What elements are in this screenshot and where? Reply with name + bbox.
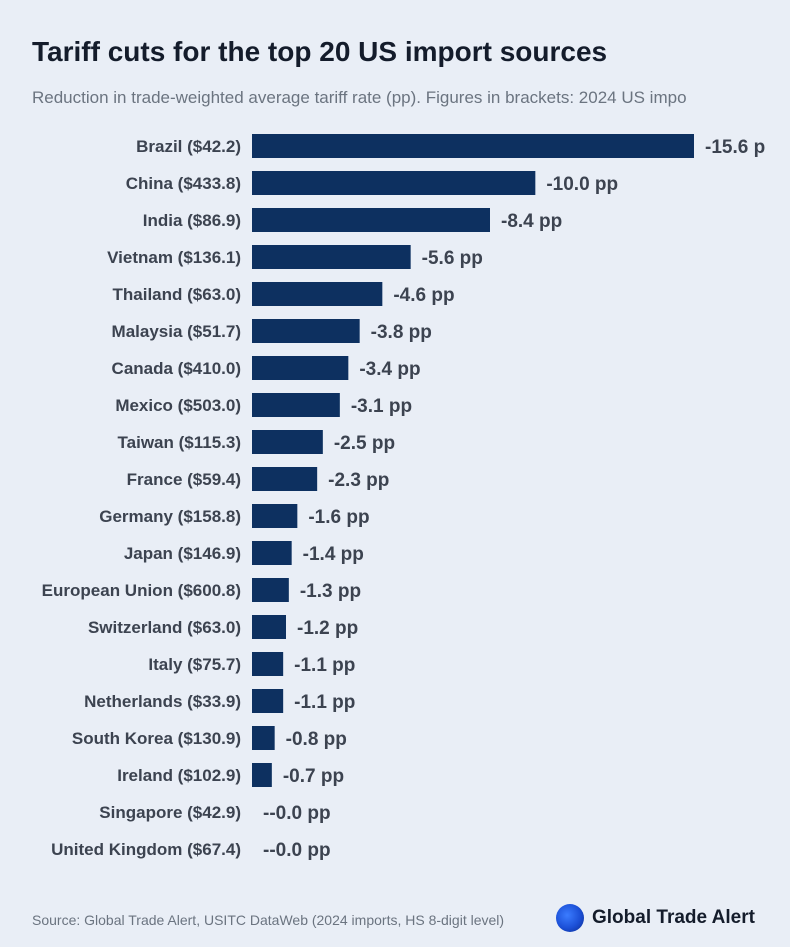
bar — [252, 615, 286, 639]
bar — [252, 467, 318, 491]
value-label: -1.1 pp — [294, 692, 355, 713]
category-label: Brazil ($42.2) — [136, 137, 241, 156]
source-note: Source: Global Trade Alert, USITC DataWe… — [32, 912, 505, 928]
value-label: -15.6 p — [705, 137, 765, 158]
category-label: France ($59.4) — [127, 470, 241, 489]
bar — [252, 319, 360, 343]
bar — [252, 541, 292, 565]
bar — [252, 393, 340, 417]
chart-subtitle: Reduction in trade-weighted average tari… — [32, 88, 687, 107]
category-label: India ($86.9) — [143, 211, 241, 230]
value-label: -2.3 pp — [328, 470, 389, 491]
bar — [252, 282, 383, 306]
value-label: -0.8 pp — [286, 729, 347, 750]
bar — [252, 504, 298, 528]
category-label: Thailand ($63.0) — [113, 285, 241, 304]
value-label: -5.6 pp — [422, 248, 483, 269]
bar — [252, 763, 272, 787]
value-label: -3.4 pp — [359, 359, 420, 380]
value-label: -3.8 pp — [371, 322, 432, 343]
chart-title: Tariff cuts for the top 20 US import sou… — [32, 36, 608, 67]
value-label: -1.6 pp — [308, 507, 369, 528]
value-label: --0.0 pp — [263, 840, 331, 861]
category-label: Vietnam ($136.1) — [107, 248, 241, 267]
bar — [252, 208, 490, 232]
value-label: -3.1 pp — [351, 396, 412, 417]
bar — [252, 652, 284, 676]
category-label: Malaysia ($51.7) — [112, 322, 241, 341]
value-label: -0.7 pp — [283, 766, 344, 787]
category-label: Canada ($410.0) — [112, 359, 241, 378]
category-label: Ireland ($102.9) — [117, 766, 241, 785]
value-label: -4.6 pp — [393, 285, 454, 306]
bar — [252, 578, 289, 602]
value-label: -1.2 pp — [297, 618, 358, 639]
bar — [252, 171, 536, 195]
value-label: --0.0 pp — [263, 803, 331, 824]
category-label: Mexico ($503.0) — [115, 396, 241, 415]
category-label: Taiwan ($115.3) — [118, 433, 241, 452]
category-label: South Korea ($130.9) — [72, 729, 241, 748]
value-label: -10.0 pp — [546, 174, 618, 195]
bar — [252, 430, 323, 454]
bar — [252, 356, 349, 380]
bar — [252, 726, 275, 750]
category-label: Singapore ($42.9) — [99, 803, 241, 822]
value-label: -8.4 pp — [501, 211, 562, 232]
value-label: -2.5 pp — [334, 433, 395, 454]
bar — [252, 245, 411, 269]
category-label: Italy ($75.7) — [148, 655, 241, 674]
bar — [252, 689, 284, 713]
value-label: -1.3 pp — [300, 581, 361, 602]
category-label: European Union ($600.8) — [42, 581, 241, 600]
value-label: -1.1 pp — [294, 655, 355, 676]
category-label: Switzerland ($63.0) — [88, 618, 241, 637]
brand: Global Trade Alert — [556, 904, 755, 932]
category-label: Japan ($146.9) — [124, 544, 241, 563]
category-label: Netherlands ($33.9) — [84, 692, 241, 711]
category-label: China ($433.8) — [126, 174, 241, 193]
globe-logo-icon — [556, 904, 584, 932]
category-label: United Kingdom ($67.4) — [51, 840, 241, 859]
value-label: -1.4 pp — [303, 544, 364, 565]
bar — [252, 134, 694, 158]
brand-name: Global Trade Alert — [592, 907, 755, 928]
category-label: Germany ($158.8) — [99, 507, 241, 526]
